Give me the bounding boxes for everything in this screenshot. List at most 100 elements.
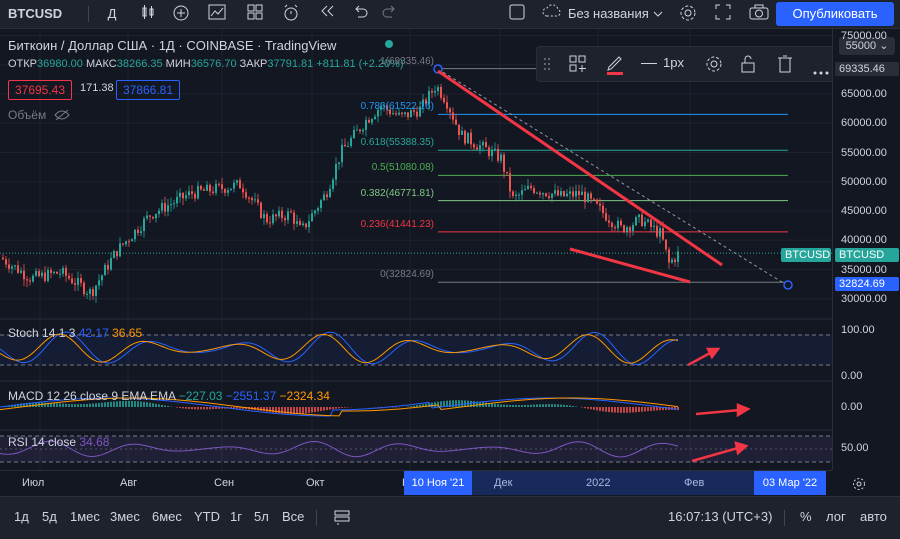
ohlc-row: ОТКР36980.00 МАКС38266.35 МИН36576.70 ЗА…: [8, 58, 404, 70]
axis-settings-icon[interactable]: [852, 477, 866, 496]
fib-level-label: 0.786(61522.16): [361, 101, 434, 112]
pencil-color-icon[interactable]: [605, 53, 625, 80]
publish-button[interactable]: Опубликовать: [776, 2, 894, 26]
eye-hidden-icon[interactable]: [54, 108, 70, 126]
range-end-label[interactable]: 03 Мар '22: [754, 471, 826, 495]
interval-button[interactable]: Д: [104, 4, 120, 24]
bottom-divider: [316, 510, 317, 526]
candle-body: [371, 119, 373, 123]
drag-handle-icon[interactable]: [543, 56, 551, 77]
price-tick: 30000.00: [841, 293, 887, 305]
fib-level-label: 0.5(51080.08): [372, 162, 434, 173]
alert-icon[interactable]: [280, 4, 302, 24]
percent-toggle[interactable]: %: [800, 509, 812, 524]
candle-body: [404, 112, 406, 114]
candle-body: [23, 271, 25, 280]
undo-icon[interactable]: [350, 4, 370, 24]
chevron-down-icon[interactable]: [652, 4, 664, 24]
settings-gear-icon[interactable]: [705, 55, 723, 78]
more-icon[interactable]: [813, 62, 829, 80]
add-indicator-icon[interactable]: [170, 4, 192, 24]
candle-body: [293, 213, 295, 224]
candle-body: [119, 243, 121, 256]
candle-body: [596, 199, 598, 203]
candle-body: [542, 193, 544, 194]
candle-body: [647, 219, 649, 221]
fullscreen-icon[interactable]: [713, 4, 733, 24]
candle-body: [470, 133, 472, 145]
range-button[interactable]: 1мес: [70, 509, 100, 524]
candle-body: [164, 203, 166, 212]
candle-body: [158, 211, 160, 214]
trash-icon[interactable]: [777, 55, 793, 78]
stoch-tick-0: 0.00: [841, 370, 862, 382]
line-width-label[interactable]: 1px: [663, 55, 684, 70]
range-button[interactable]: 5д: [42, 509, 57, 524]
goto-date-icon[interactable]: [334, 509, 350, 530]
candle-body: [137, 230, 139, 233]
fib-anchor-end[interactable]: [784, 281, 792, 289]
toolbar-divider: [88, 6, 89, 22]
time-axis[interactable]: ИюлАвгСенОктНДек2022Фев 10 Ноя '21 03 Ма…: [0, 470, 832, 497]
candle-body: [203, 189, 205, 190]
layout-icon[interactable]: [508, 4, 526, 24]
range-button[interactable]: YTD: [194, 509, 220, 524]
template-icon[interactable]: [569, 55, 587, 78]
log-toggle[interactable]: лог: [826, 509, 846, 524]
candle-body: [653, 226, 655, 227]
indicators-icon[interactable]: [206, 4, 228, 24]
candle-body: [47, 270, 49, 281]
candle-body: [257, 199, 259, 202]
candle-body: [437, 87, 439, 91]
range-button[interactable]: Все: [282, 509, 304, 524]
candle-body: [518, 195, 520, 196]
price-tick: 50000.00: [841, 176, 887, 188]
candle-body: [335, 164, 337, 180]
layout-name[interactable]: Без названия: [568, 4, 649, 24]
candle-body: [296, 221, 298, 224]
candle-body: [80, 278, 82, 283]
camera-icon[interactable]: [748, 4, 770, 24]
range-button[interactable]: 6мес: [152, 509, 182, 524]
candle-body: [272, 214, 274, 223]
symbol-search[interactable]: BTCUSD: [8, 4, 62, 24]
range-button[interactable]: 5л: [254, 509, 269, 524]
candle-body: [227, 190, 229, 193]
candles-icon[interactable]: [138, 4, 158, 24]
gear-icon[interactable]: [678, 4, 698, 24]
auto-toggle[interactable]: авто: [860, 509, 887, 524]
macd-legend: MACD 12 26 close 9 EMA EMA −227.03 −2551…: [8, 389, 330, 403]
candle-body: [284, 218, 286, 220]
replay-icon[interactable]: [316, 4, 338, 24]
fib-level-label: 0.236(41441.23): [361, 219, 434, 230]
top-toolbar: BTCUSD Д Без названия Опубликовать: [0, 0, 900, 29]
bottom-divider-2: [784, 510, 785, 526]
line-width-icon[interactable]: [641, 63, 657, 64]
range-button[interactable]: 3мес: [110, 509, 140, 524]
candle-body: [638, 215, 640, 218]
candle-body: [551, 194, 553, 198]
lock-icon[interactable]: [741, 55, 755, 78]
ask-price-button[interactable]: 37866.81: [116, 80, 180, 100]
candle-body: [311, 213, 313, 221]
candle-body: [464, 131, 466, 144]
range-start-label[interactable]: 10 Ноя '21: [404, 471, 472, 495]
redo-icon[interactable]: [380, 4, 400, 24]
clock-timezone[interactable]: 16:07:13 (UTC+3): [668, 509, 772, 524]
templates-icon[interactable]: [244, 4, 266, 24]
candle-body: [527, 186, 529, 189]
candle-body: [629, 227, 631, 231]
candle-body: [521, 190, 523, 194]
candle-body: [392, 113, 394, 114]
candle-body: [131, 239, 133, 241]
bid-price-button[interactable]: 37695.43: [8, 80, 72, 100]
range-button[interactable]: 1г: [230, 509, 242, 524]
candle-body: [533, 188, 535, 193]
range-button[interactable]: 1д: [14, 509, 29, 524]
candle-body: [149, 215, 151, 216]
candle-body: [494, 149, 496, 150]
candle-body: [191, 191, 193, 194]
candle-body: [101, 275, 103, 280]
price-tick: 60000.00: [841, 117, 887, 129]
